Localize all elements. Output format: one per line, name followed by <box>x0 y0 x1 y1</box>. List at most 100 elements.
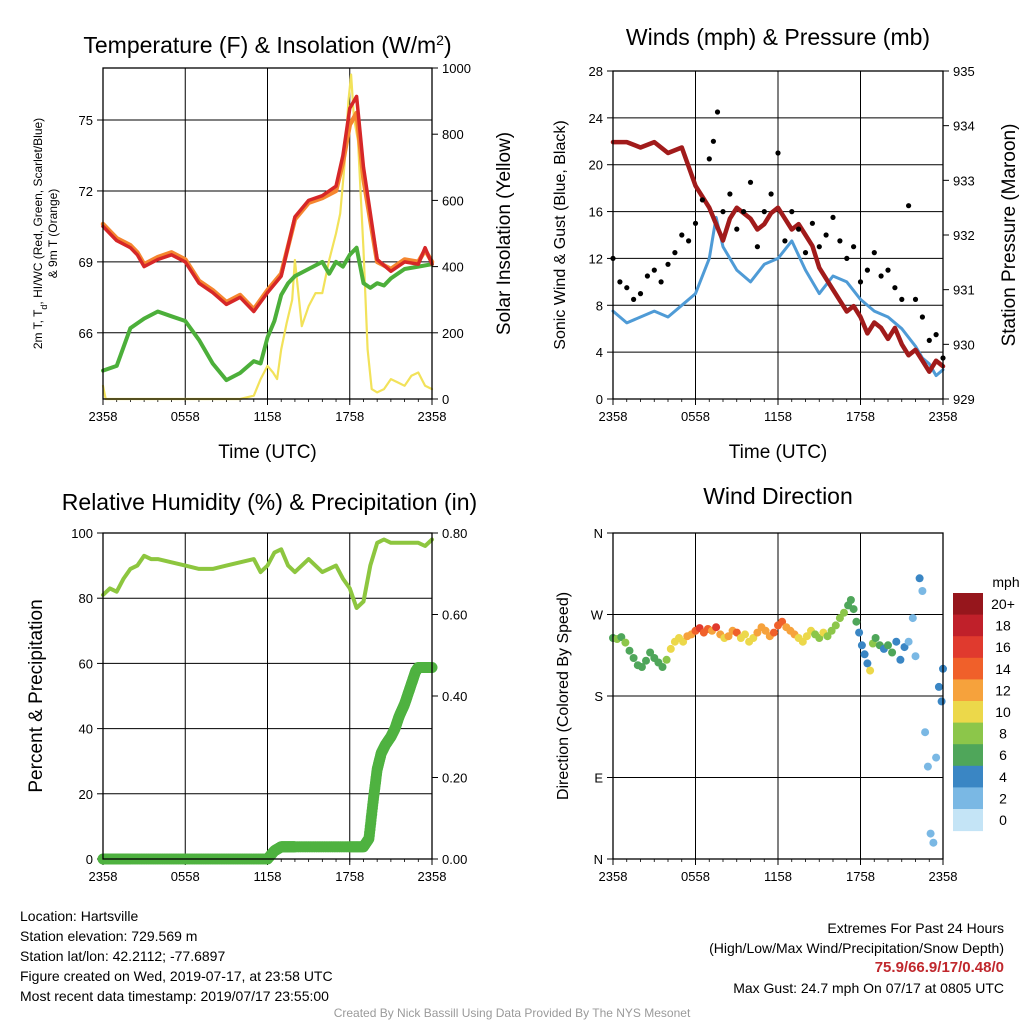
gust-point <box>761 209 767 215</box>
gust-point <box>692 220 699 226</box>
gust-point <box>686 238 692 244</box>
gust-point <box>864 267 871 273</box>
gust-point <box>782 238 788 244</box>
gust-point <box>706 156 712 162</box>
legend-swatch <box>953 722 983 745</box>
temperature-chart: 2358 0558 1158 1758 2358 66 69 72 75 0 200 400 600 80… <box>31 32 515 463</box>
y-tick-label-right: 0.60 <box>442 608 467 623</box>
y-axis-label-left: Direction (Colored By Speed) <box>555 592 572 800</box>
y-tick-label-left: E <box>594 771 603 786</box>
direction-point <box>852 617 861 626</box>
gust-point <box>851 244 857 250</box>
x-tick-label: 2358 <box>599 409 628 424</box>
dewpoint-line <box>101 245 434 383</box>
x-tick-label: 0558 <box>171 869 200 884</box>
legend-swatch <box>953 657 983 680</box>
station-info: Location: Hartsville Station elevation: … <box>20 906 333 1006</box>
direction-point <box>840 608 848 617</box>
legend-swatch <box>953 701 983 724</box>
gust-point <box>878 273 884 279</box>
direction-point <box>855 628 864 637</box>
y-tick-label-left: 16 <box>589 205 603 220</box>
y-tick-label-right: 929 <box>953 392 975 407</box>
legend-label: 14 <box>995 661 1011 677</box>
direction-point <box>871 634 880 642</box>
legend-swatch <box>953 614 983 637</box>
direction-point <box>849 605 858 614</box>
y-axis-label-left: Sonic Wind & Gust (Blue, Black) <box>552 120 569 349</box>
y-tick-label-right: 0.80 <box>442 526 467 541</box>
gust-point <box>624 285 630 291</box>
y-tick-label-left: 24 <box>589 111 603 126</box>
legend-label: 16 <box>995 639 1011 655</box>
x-tick-label: 0558 <box>681 869 710 884</box>
direction-point <box>617 633 626 642</box>
ylabel-rest: , HI/WC (Red, Green, Scarlet/Blue) <box>31 118 45 305</box>
created-text: Figure created on Wed, 2019-07-17, at 23… <box>20 968 333 984</box>
y-tick-label-left: 69 <box>79 255 93 270</box>
y-axis-label-left: Percent & Precipitation <box>26 599 47 792</box>
humidity-chart: 2358 0558 1158 1758 2358 0 20 40 60 80 100 0.00 0.20… <box>26 489 477 884</box>
direction-point <box>827 626 836 635</box>
x-tick-label: 0558 <box>681 409 710 424</box>
x-tick-label: 1158 <box>764 409 792 424</box>
gust-point <box>720 209 726 215</box>
x-tick-label: 2358 <box>89 409 118 424</box>
credit-text: Created By Nick Bassill Using Data Provi… <box>333 1006 691 1020</box>
y-tick-label-left: 80 <box>79 591 93 606</box>
legend-label: 4 <box>999 769 1007 785</box>
gust-point <box>830 214 836 220</box>
y-tick-label-left: 28 <box>589 64 603 79</box>
direction-point <box>646 648 655 657</box>
y-tick-label-right: 934 <box>953 119 975 134</box>
y-tick-label-right: 600 <box>442 193 464 208</box>
y-axis-label-right: Solar Insolation (Yellow) <box>494 132 515 335</box>
direction-point <box>778 617 787 626</box>
direction-point <box>892 637 901 646</box>
x-tick-label: 2358 <box>929 409 958 424</box>
gust-point <box>644 273 651 279</box>
y-axis-label-right: Station Pressure (Maroon) <box>999 124 1020 347</box>
y-tick-label-left: 8 <box>596 298 603 313</box>
gust-point <box>617 279 623 285</box>
x-tick-label: 1758 <box>846 409 875 424</box>
x-tick-label: 2358 <box>929 869 958 884</box>
direction-point <box>679 637 688 646</box>
chart-title: Wind Direction <box>703 483 853 509</box>
direction-point <box>932 753 941 762</box>
gust-point <box>631 296 637 302</box>
gust-point <box>857 279 864 285</box>
winds-chart: 2358 0558 1158 1758 2358 0 4 8 12 16 20 24 28 929 930 9… <box>552 24 1020 463</box>
y-tick-label-left: 0 <box>596 392 603 407</box>
gust-point <box>885 267 891 273</box>
gust-point <box>899 296 905 302</box>
x-tick-label: 2358 <box>89 869 118 884</box>
direction-point <box>911 652 920 661</box>
ylabel-subscript: d <box>39 305 49 310</box>
gust-point <box>823 232 829 238</box>
direction-point <box>831 621 840 630</box>
direction-point <box>846 596 855 604</box>
y-tick-label-left: 100 <box>71 526 93 541</box>
rh-line <box>101 537 434 610</box>
direction-point <box>798 637 807 646</box>
legend-label: 18 <box>995 618 1011 634</box>
legend-label: 2 <box>999 790 1007 806</box>
legend-label: 6 <box>999 747 1007 763</box>
y-tick-label-left: N <box>594 526 603 541</box>
legend-swatch <box>953 593 983 616</box>
legend-swatch <box>953 744 983 767</box>
x-tick-label: 1158 <box>764 869 792 884</box>
extremes-values: 75.9/66.9/17/0.48/0 <box>874 959 1004 976</box>
x-tick-label: 0558 <box>171 409 200 424</box>
gust-point <box>796 226 802 232</box>
direction-point <box>896 655 905 664</box>
direction-point <box>921 728 930 737</box>
title-end: ) <box>444 32 452 58</box>
y-tick-label-right: 0.20 <box>442 771 467 786</box>
x-tick-label: 2358 <box>418 409 447 424</box>
gust-point <box>912 296 919 302</box>
y-tick-label-right: 0.00 <box>442 852 467 867</box>
y-tick-label-left: 60 <box>79 656 93 671</box>
direction-point <box>929 838 938 847</box>
